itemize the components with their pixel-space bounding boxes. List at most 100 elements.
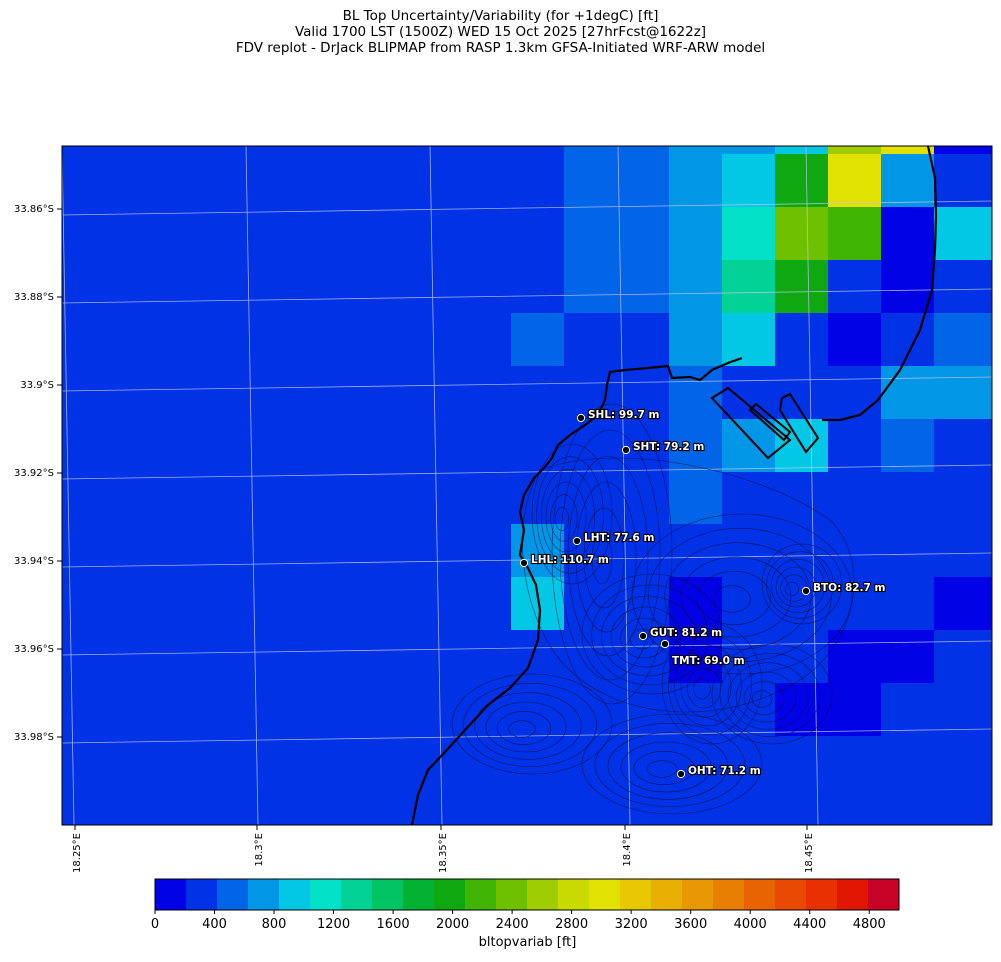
- grid-cell: [246, 146, 299, 154]
- grid-cell: [669, 524, 722, 577]
- grid-cell: [193, 146, 246, 154]
- colorbar-swatch: [713, 879, 745, 910]
- grid-cell: [140, 260, 193, 313]
- contour-line: [567, 455, 649, 657]
- lat-gridline: [62, 288, 992, 304]
- grid-cell: [193, 683, 246, 736]
- station-marker: [801, 586, 811, 596]
- colorbar-swatch: [837, 879, 869, 910]
- colorbar-swatch: [589, 879, 621, 910]
- grid-cell: [352, 154, 405, 207]
- grid-cell: [669, 260, 722, 313]
- grid-cell: [669, 366, 722, 419]
- contour-line: [485, 701, 567, 753]
- lat-label: 33.98°S: [14, 732, 54, 743]
- grid-cell: [85, 154, 140, 207]
- grid-cell: [299, 154, 352, 207]
- grid-cell: [775, 260, 828, 313]
- chart-title: BL Top Uncertainty/Variability (for +1de…: [0, 8, 1001, 56]
- coastline-east: [822, 146, 938, 422]
- grid-cell: [669, 630, 722, 683]
- contour-line: [680, 556, 792, 638]
- grid-cell: [934, 577, 992, 630]
- grid-cell: [881, 419, 934, 472]
- title-line-1: BL Top Uncertainty/Variability (for +1de…: [342, 8, 659, 24]
- grid-cell: [352, 472, 405, 524]
- grid-cell: [617, 313, 669, 366]
- station-marker: [621, 445, 631, 455]
- grid-cell: [564, 260, 617, 313]
- grid-cell: [458, 419, 511, 472]
- station-marker: [519, 558, 529, 568]
- grid-cell: [828, 419, 881, 472]
- lat-label: 33.92°S: [14, 468, 54, 479]
- grid-cell: [934, 366, 992, 419]
- colorbar-swatch: [496, 879, 528, 910]
- grid-cell: [828, 524, 881, 577]
- grid-cell: [85, 472, 140, 524]
- grid-cell: [352, 577, 405, 630]
- grid-cell: [405, 146, 458, 154]
- station-label: SHT: 79.2 m: [633, 441, 704, 453]
- grid-cell: [405, 524, 458, 577]
- grid-cell: [246, 736, 299, 789]
- colorbar-swatch: [372, 879, 404, 910]
- map-area: SHL: 99.7 m SHT: 79.2 m LHT: 77.6 m LHL: 11…: [62, 146, 992, 825]
- contour-line: [541, 469, 595, 563]
- contour-line: [751, 690, 773, 708]
- grid-cell: [352, 313, 405, 366]
- contour-line: [771, 559, 825, 613]
- contour-line: [664, 542, 812, 650]
- grid-cell: [193, 577, 246, 630]
- lat-label: 33.94°S: [14, 556, 54, 567]
- grid-cell: [458, 146, 511, 154]
- grid-cell: [617, 154, 669, 207]
- contour-line: [531, 443, 613, 585]
- grid-cell: [62, 366, 85, 419]
- grid-cell: [193, 472, 246, 524]
- contour-line: [713, 585, 751, 613]
- grid-cell: [881, 146, 934, 154]
- grid-cell: [62, 146, 85, 154]
- contour-line: [559, 429, 661, 681]
- contour-line: [727, 662, 809, 730]
- grid-cell: [85, 736, 140, 789]
- grid-cell: [617, 207, 669, 260]
- contour-line: [674, 645, 742, 727]
- lon-label: 18.45°E: [804, 833, 815, 873]
- station-label: TMT: 69.0 m: [672, 655, 745, 667]
- grid-cell: [511, 366, 564, 419]
- grid-cell: [140, 207, 193, 260]
- colorbar: [154, 878, 900, 914]
- grid-cell: [828, 207, 881, 260]
- grid-cell: [775, 736, 828, 789]
- contour-line: [761, 543, 843, 625]
- grid-cell: [85, 146, 140, 154]
- colorbar-swatch: [744, 879, 776, 910]
- contour-line: [550, 494, 578, 542]
- lon-label: 18.4°E: [622, 833, 633, 867]
- colorbar-swatch: [279, 879, 311, 910]
- contour-line: [522, 457, 855, 713]
- grid-cell: [828, 472, 881, 524]
- grid-cell: [299, 472, 352, 524]
- grid-cell: [881, 260, 934, 313]
- grid-cell: [934, 630, 992, 683]
- grid-cell: [352, 524, 405, 577]
- grid-cell: [828, 630, 881, 683]
- station-marker: [572, 536, 582, 546]
- lon-label: 18.35°E: [438, 833, 449, 873]
- grid-cell: [722, 146, 775, 154]
- grid-cell: [775, 577, 828, 630]
- grid-cell: [881, 472, 934, 524]
- lat-gridline: [62, 728, 992, 744]
- colorbar-label: bltopvariab [ft]: [478, 935, 577, 950]
- grid-cell: [564, 472, 617, 524]
- grid-cell: [405, 154, 458, 207]
- lat-label: 33.96°S: [14, 644, 54, 655]
- grid-cell: [140, 146, 193, 154]
- contour-line: [607, 732, 729, 800]
- station-marker: [660, 639, 670, 649]
- grid-cell: [85, 207, 140, 260]
- grid-cell: [722, 313, 775, 366]
